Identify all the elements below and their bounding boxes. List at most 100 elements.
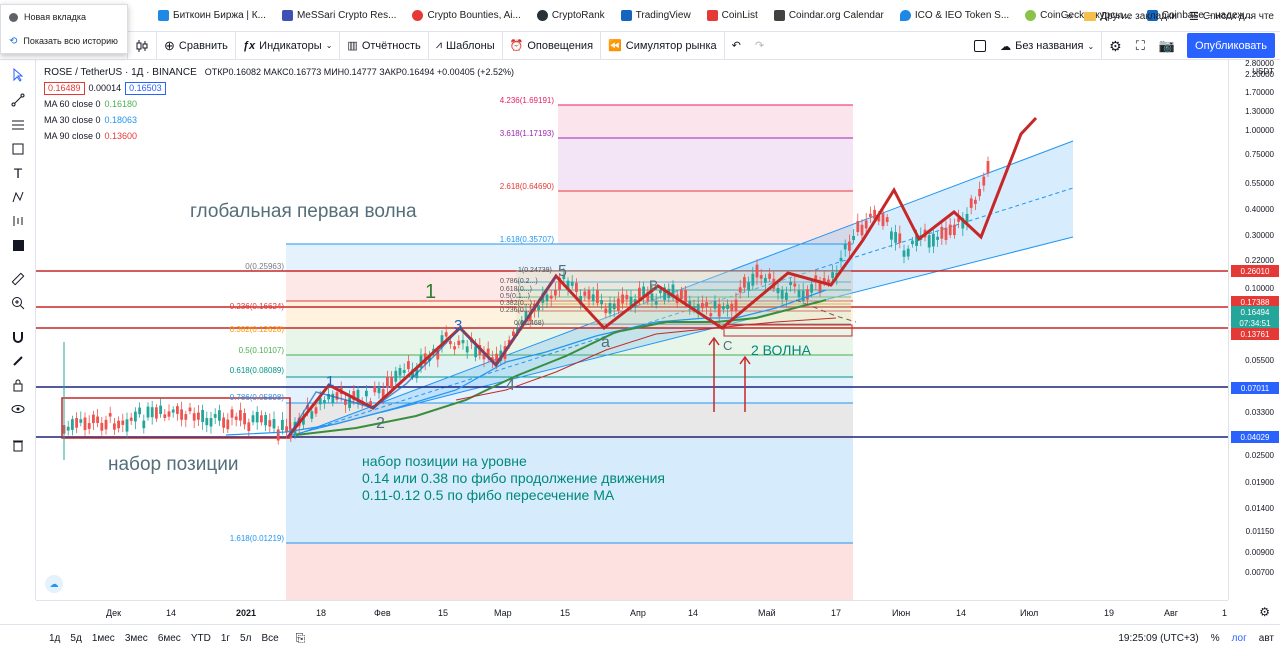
trendline-tool[interactable] [9,91,27,109]
cursor-tool[interactable] [9,66,27,84]
chart-canvas[interactable]: 4.236(1.69191) 3.618(1.17193) 2.618(0.64… [36,60,1228,600]
ma-legend-row[interactable]: MA 60 close 0 0.16180 [44,96,514,112]
time-tick-label: Июл [1020,608,1039,618]
range-button-7[interactable]: 5л [240,632,252,644]
reading-list-button[interactable]: ☰ Список для чте [1183,10,1280,23]
small-fib-label: 0.236(0...) [500,307,532,314]
candle-body [801,290,805,302]
alerts-button[interactable]: ⏰ Оповещения [503,31,602,60]
new-tab-menu-item[interactable]: Новая вкладка [1,5,127,29]
stay-drawing-tool[interactable] [9,352,27,370]
icon-tool[interactable] [9,236,27,254]
layout-toggle-button[interactable] [967,32,993,60]
fullscreen-button[interactable]: ⛶ [1129,32,1152,60]
bookmark-label: Coinbase – надеж... [1161,10,1253,21]
ruler-tool[interactable] [9,270,27,288]
shapes-tool[interactable] [9,140,27,158]
range-button-2[interactable]: 1мес [91,632,115,644]
prediction-tool[interactable] [9,212,27,230]
bookmark-item[interactable]: ICO & IEO Token S... [892,10,1017,21]
bookmark-item[interactable]: Crypto Bounties, Ai... [404,10,528,21]
goto-date-icon[interactable]: ⎘ [295,630,306,645]
tradingview-logo-icon[interactable] [45,575,63,593]
range-button-1[interactable]: 5д [70,632,82,644]
candle-body [121,420,125,425]
pattern-tool[interactable] [9,188,27,206]
lock-tool[interactable] [9,376,27,394]
axis-settings-gear-icon[interactable]: ⚙ [1259,605,1270,619]
layout-name-button[interactable]: ☁ Без названия ⌄ [993,32,1103,60]
ma-legend-row[interactable]: MA 90 close 0 0.13600 [44,128,514,144]
chart-pane[interactable]: 4.236(1.69191) 3.618(1.17193) 2.618(0.64… [36,60,1228,600]
indicators-button[interactable]: ƒx Индикаторы ⌄ [236,31,341,60]
candle-body [226,419,230,430]
range-button-0[interactable]: 1д [49,632,61,644]
candle-body [978,188,981,197]
price-tick-label: 0.55000 [1245,179,1274,188]
fib-tool[interactable] [9,116,27,134]
remove-tool[interactable] [9,436,27,454]
bookmark-item[interactable]: TradingView [613,10,699,21]
other-bookmarks-folder[interactable]: Другие закладки [1078,11,1183,22]
fib-label: 0.786(0.05898) [230,393,285,402]
small-fib-label: 1(0.24739) [518,267,552,274]
chart-type-button[interactable] [128,31,157,60]
bookmark-item[interactable]: Биткоин Биржа | К... [150,10,274,21]
candle-body [230,409,234,418]
time-axis[interactable]: Дек 14 2021 18 Фев 15 Мар 15 Апр 14 Май 17 Июн 14 Июл 1… [36,600,1270,624]
text-tool[interactable]: T [9,164,27,182]
candle-body [885,217,889,223]
candle-body [125,419,129,432]
range-button-4[interactable]: 6мес [157,632,181,644]
clock[interactable]: 19:25:09 (UTC+3) [1118,632,1199,644]
show-history-menu-item[interactable]: ⟲ Показать всю историю [1,29,127,53]
log-toggle[interactable]: лог [1231,632,1247,644]
candle-body [407,361,410,370]
candle-body [381,389,385,399]
undo-button[interactable]: ↶ [725,32,748,60]
replay-button[interactable]: ⏪ Симулятор рынка [601,31,725,60]
settings-button[interactable]: ⚙ [1102,32,1129,60]
price-axis[interactable]: 2.80000 USDT 2.20000 1.70000 1.30000 1.0000… [1228,59,1280,600]
range-button-6[interactable]: 1г [220,632,231,644]
bookmark-item[interactable]: MeSSari Crypto Res... [274,10,404,21]
bookmark-item[interactable]: CryptoRank [529,10,613,21]
percent-toggle[interactable]: % [1210,632,1220,644]
arrow-up-icon [739,355,751,365]
redo-button[interactable]: ↷ [748,32,771,60]
candle-body [932,233,935,247]
bookmark-item[interactable]: Coindar.org Calendar [766,10,892,21]
auto-toggle[interactable]: авт [1258,632,1274,644]
compare-button[interactable]: ⊕ Сравнить [157,31,236,60]
symbol-title[interactable]: ROSE / TetherUS · 1Д · BINANCE [44,66,197,78]
snapshot-button[interactable]: 📷 [1152,32,1182,60]
publish-button[interactable]: Опубликовать [1187,33,1275,58]
reports-button[interactable]: ▥ Отчётность [340,31,429,60]
ma-legend-row[interactable]: MA 30 close 0 0.18063 [44,112,514,128]
candle-body [688,301,692,307]
hide-tool[interactable] [9,400,27,418]
candle-body [839,257,843,262]
price-tick-label: 2.20000 [1245,70,1274,79]
range-button-3[interactable]: 3мес [124,632,148,644]
bookmark-favicon-icon [536,10,548,21]
zoom-tool[interactable] [9,294,27,312]
bookmark-item[interactable]: Coinbase – надеж... [1139,10,1261,21]
bookmark-item[interactable]: CoinList [699,10,766,21]
magnet-tool[interactable] [9,328,27,346]
ma-label: MA 30 close 0 [44,115,101,125]
range-button-5[interactable]: YTD [190,632,211,644]
ask-price[interactable]: 0.16503 [125,81,166,95]
fib-zone-0786-1 [286,403,853,439]
small-fib-label: 0.786(0.2...) [500,278,538,285]
candle-body [398,368,402,376]
range-button-8[interactable]: Все [261,632,279,644]
candle-body [566,280,570,290]
rewind-icon: ⏪ [608,40,622,52]
bookmarks-overflow-button[interactable]: » [1066,10,1073,22]
bid-price[interactable]: 0.16489 [44,81,85,95]
candle-body [243,413,246,425]
candle-body [965,213,969,223]
templates-button[interactable]: ⩘ Шаблоны [429,31,503,60]
layout-name-label: Без названия [1015,40,1084,52]
